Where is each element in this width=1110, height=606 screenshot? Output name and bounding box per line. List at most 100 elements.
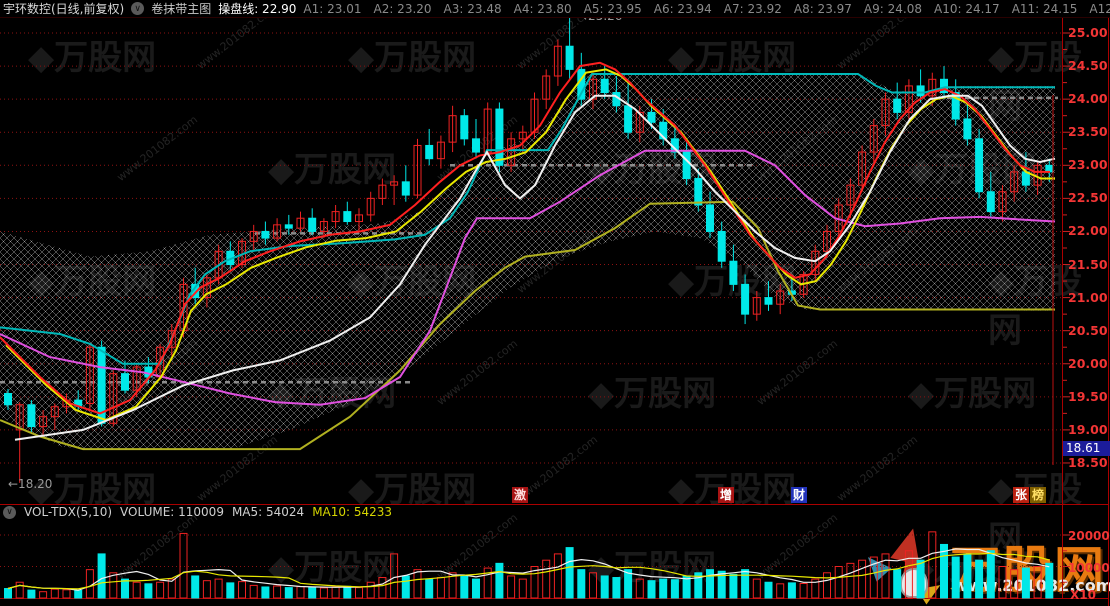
volume-bar[interactable] [811,578,820,599]
candle[interactable] [460,115,469,140]
volume-bar[interactable] [928,531,937,599]
volume-bar[interactable] [472,578,480,599]
volume-bar[interactable] [869,556,878,599]
candle[interactable] [132,366,141,391]
volume-bar[interactable] [717,570,726,599]
volume-bar[interactable] [460,575,469,599]
volume-chevron-down-icon[interactable]: ∨ [3,505,16,519]
event-tag[interactable]: 增 [718,487,735,503]
candle[interactable] [975,138,984,193]
volume-bar[interactable] [355,587,363,599]
candle[interactable] [378,184,387,199]
candle[interactable] [109,373,118,424]
volume-bar[interactable] [74,589,83,599]
volume-bar[interactable] [507,575,516,599]
candle[interactable] [401,181,410,196]
candle[interactable] [647,111,656,123]
candle[interactable] [600,78,609,94]
volume-bar[interactable] [752,578,761,599]
candle[interactable] [659,121,668,140]
candle[interactable] [390,181,399,186]
volume-bar[interactable] [975,559,984,599]
candle[interactable] [776,290,785,305]
candle[interactable] [940,78,948,94]
candle[interactable] [904,85,913,113]
candle[interactable] [308,217,317,232]
chevron-down-icon[interactable]: ∨ [131,2,145,15]
volume-bar[interactable] [390,553,399,599]
volume-bar[interactable] [331,586,340,599]
candle[interactable] [27,404,36,428]
candle[interactable] [635,111,644,133]
volume-bar[interactable] [448,572,457,599]
event-tag[interactable]: 财 [791,487,808,503]
candle[interactable] [366,197,375,216]
volume-bar[interactable] [589,572,597,599]
volume-bar[interactable] [226,582,235,599]
volume-bar[interactable] [202,580,211,599]
candle[interactable] [436,141,445,160]
candle[interactable] [425,144,434,160]
candle[interactable] [15,404,24,431]
candle[interactable] [706,204,714,232]
volume-bar[interactable] [109,572,118,599]
candle[interactable] [963,118,972,140]
candle[interactable] [355,214,363,223]
volume-bar[interactable] [425,578,434,599]
volume-bar[interactable] [530,566,539,599]
volume-bar[interactable] [787,582,796,599]
volume-bar[interactable] [1045,562,1054,599]
volume-bar[interactable] [577,569,586,599]
candle[interactable] [951,92,960,120]
volume-bar[interactable] [916,559,925,599]
volume-indicator-label[interactable]: VOL-TDX(5,10) [24,505,113,519]
volume-bar[interactable] [647,580,656,599]
indicator-name[interactable]: 卷抹带主图 [151,2,212,16]
candle[interactable] [916,85,925,97]
event-tag[interactable]: 激 [512,487,529,503]
candle[interactable] [729,260,738,285]
volume-bar[interactable] [296,586,305,599]
volume-bar[interactable] [85,569,94,599]
volume-bar[interactable] [413,569,422,599]
event-tag[interactable]: 张 [1013,487,1030,503]
volume-bar[interactable] [612,577,621,599]
candle[interactable] [472,138,480,153]
volume-bar[interactable] [156,581,165,599]
volume-bar[interactable] [741,569,750,599]
volume-bar[interactable] [4,588,12,599]
candle[interactable] [717,230,726,262]
volume-bar[interactable] [1033,566,1042,599]
candle[interactable] [249,230,258,242]
volume-bar[interactable] [600,575,609,599]
volume-bar[interactable] [249,584,258,599]
volume-bar[interactable] [378,577,387,599]
volume-bar[interactable] [904,550,913,599]
volume-bar[interactable] [132,581,141,599]
candle[interactable] [1010,171,1019,193]
volume-bar[interactable] [319,587,328,599]
candle[interactable] [928,78,937,97]
volume-bar[interactable] [893,569,902,599]
volume-bar[interactable] [483,567,492,599]
candle[interactable] [741,283,750,315]
volume-bar[interactable] [366,581,375,599]
volume-bar[interactable] [191,575,200,599]
volume-bar[interactable] [238,581,246,599]
volume-bar[interactable] [799,583,808,599]
candle[interactable] [167,330,176,348]
volume-bar[interactable] [308,586,317,599]
volume-bar[interactable] [565,547,574,599]
candle[interactable] [553,45,562,77]
volume-bar[interactable] [284,587,293,599]
volume-bar[interactable] [144,583,153,599]
candle[interactable] [998,191,1007,213]
volume-bar[interactable] [729,573,738,599]
candle[interactable] [752,297,761,315]
volume-bar[interactable] [214,578,223,599]
volume-bar[interactable] [542,559,551,599]
volume-bar[interactable] [39,591,48,599]
candle[interactable] [986,191,995,213]
candle[interactable] [507,138,516,166]
